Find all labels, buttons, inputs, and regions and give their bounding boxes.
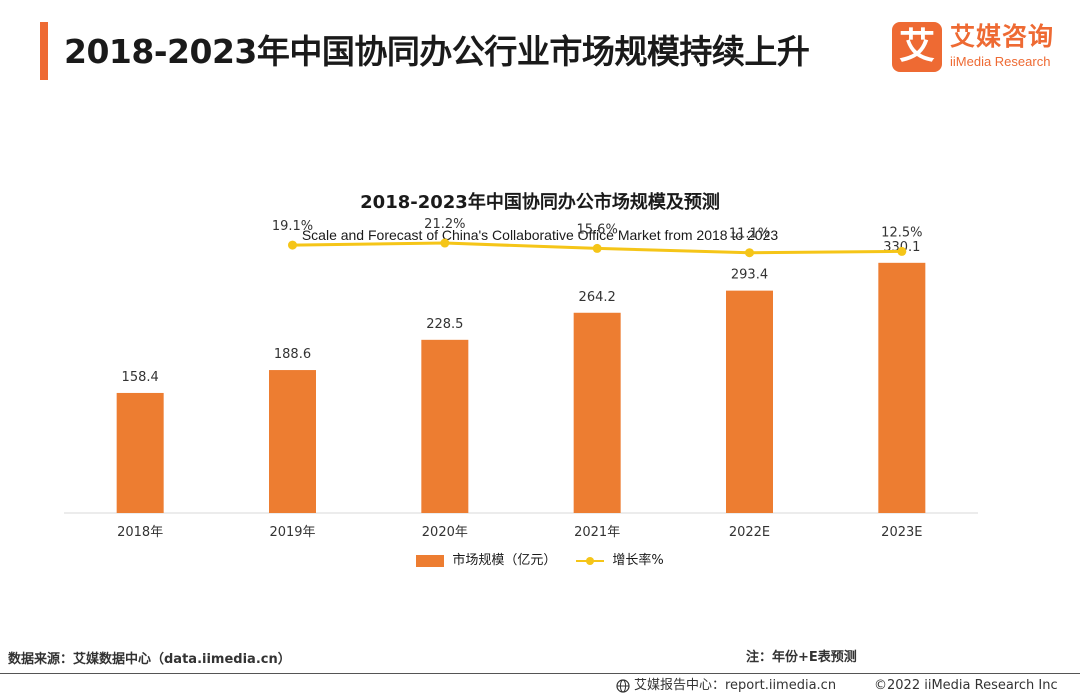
chart-legend: 市场规模（亿元） 增长率% bbox=[0, 551, 1080, 571]
growth-point-2 bbox=[440, 238, 450, 248]
x-tick-label-4: 2022E bbox=[729, 525, 770, 540]
legend-item-market-size: 市场规模（亿元） bbox=[416, 551, 556, 571]
legend-label-market-size: 市场规模（亿元） bbox=[452, 553, 557, 568]
x-tick-label-2: 2020年 bbox=[422, 525, 468, 540]
growth-point-3 bbox=[592, 243, 602, 253]
growth-label-5: 12.5% bbox=[881, 225, 922, 240]
x-tick-label-3: 2021年 bbox=[574, 525, 620, 540]
bar-2 bbox=[421, 339, 469, 513]
chart-subtitle: Scale and Forecast of China's Collaborat… bbox=[301, 227, 779, 243]
growth-point-1 bbox=[288, 240, 297, 250]
report-center-text: 艾媒报告中心：report.iimedia.cn bbox=[634, 678, 837, 693]
bar-1 bbox=[269, 370, 316, 513]
bar-label-1: 188.6 bbox=[274, 347, 311, 362]
x-tick-label-5: 2023E bbox=[881, 525, 922, 540]
bar-swatch-icon bbox=[416, 555, 445, 567]
iimedia-logo[interactable]: 艾 艾媒咨询 iiMedia Research bbox=[892, 22, 1072, 76]
legend-item-growth-rate: 增长率% bbox=[576, 551, 664, 571]
page-title: 2018-2023年中国协同办公行业市场规模持续上升 bbox=[64, 32, 810, 71]
bar-0 bbox=[116, 392, 164, 513]
bar-4 bbox=[726, 290, 773, 513]
growth-label-3: 15.6% bbox=[577, 222, 618, 237]
chart-title: 2018-2023年中国协同办公市场规模及预测 bbox=[360, 192, 720, 213]
bar-label-3: 264.2 bbox=[579, 290, 616, 305]
bar-label-2: 228.5 bbox=[426, 317, 463, 332]
forecast-note: 注：年份+E表预测 bbox=[746, 650, 857, 665]
bar-5 bbox=[878, 262, 926, 513]
report-center-link[interactable]: 艾媒报告中心：report.iimedia.cn bbox=[616, 677, 836, 695]
growth-label-2: 21.2% bbox=[424, 217, 465, 232]
x-tick-label-1: 2019年 bbox=[269, 525, 315, 540]
growth-point-5 bbox=[897, 246, 907, 256]
logo-cn-text: 艾媒咨询 bbox=[950, 22, 1055, 51]
title-accent-bar bbox=[40, 22, 48, 80]
growth-label-4: 11.1% bbox=[729, 227, 770, 242]
line-marker-icon bbox=[576, 555, 605, 567]
logo-en-text: iiMedia Research bbox=[950, 54, 1051, 69]
bar-label-0: 158.4 bbox=[122, 370, 159, 385]
growth-label-1: 19.1% bbox=[272, 219, 313, 234]
data-source: 数据来源：艾媒数据中心（data.iimedia.cn） bbox=[8, 652, 291, 667]
footer-divider bbox=[0, 673, 1080, 674]
bar-3 bbox=[573, 312, 621, 513]
globe-icon bbox=[616, 679, 630, 693]
x-tick-label-0: 2018年 bbox=[117, 525, 163, 540]
legend-label-growth-rate: 增长率% bbox=[612, 553, 664, 568]
logo-mark-icon: 艾 bbox=[892, 22, 942, 72]
growth-point-4 bbox=[745, 248, 754, 258]
bar-label-4: 293.4 bbox=[731, 268, 768, 283]
copyright: ©2022 iiMedia Research Inc bbox=[874, 678, 1058, 693]
